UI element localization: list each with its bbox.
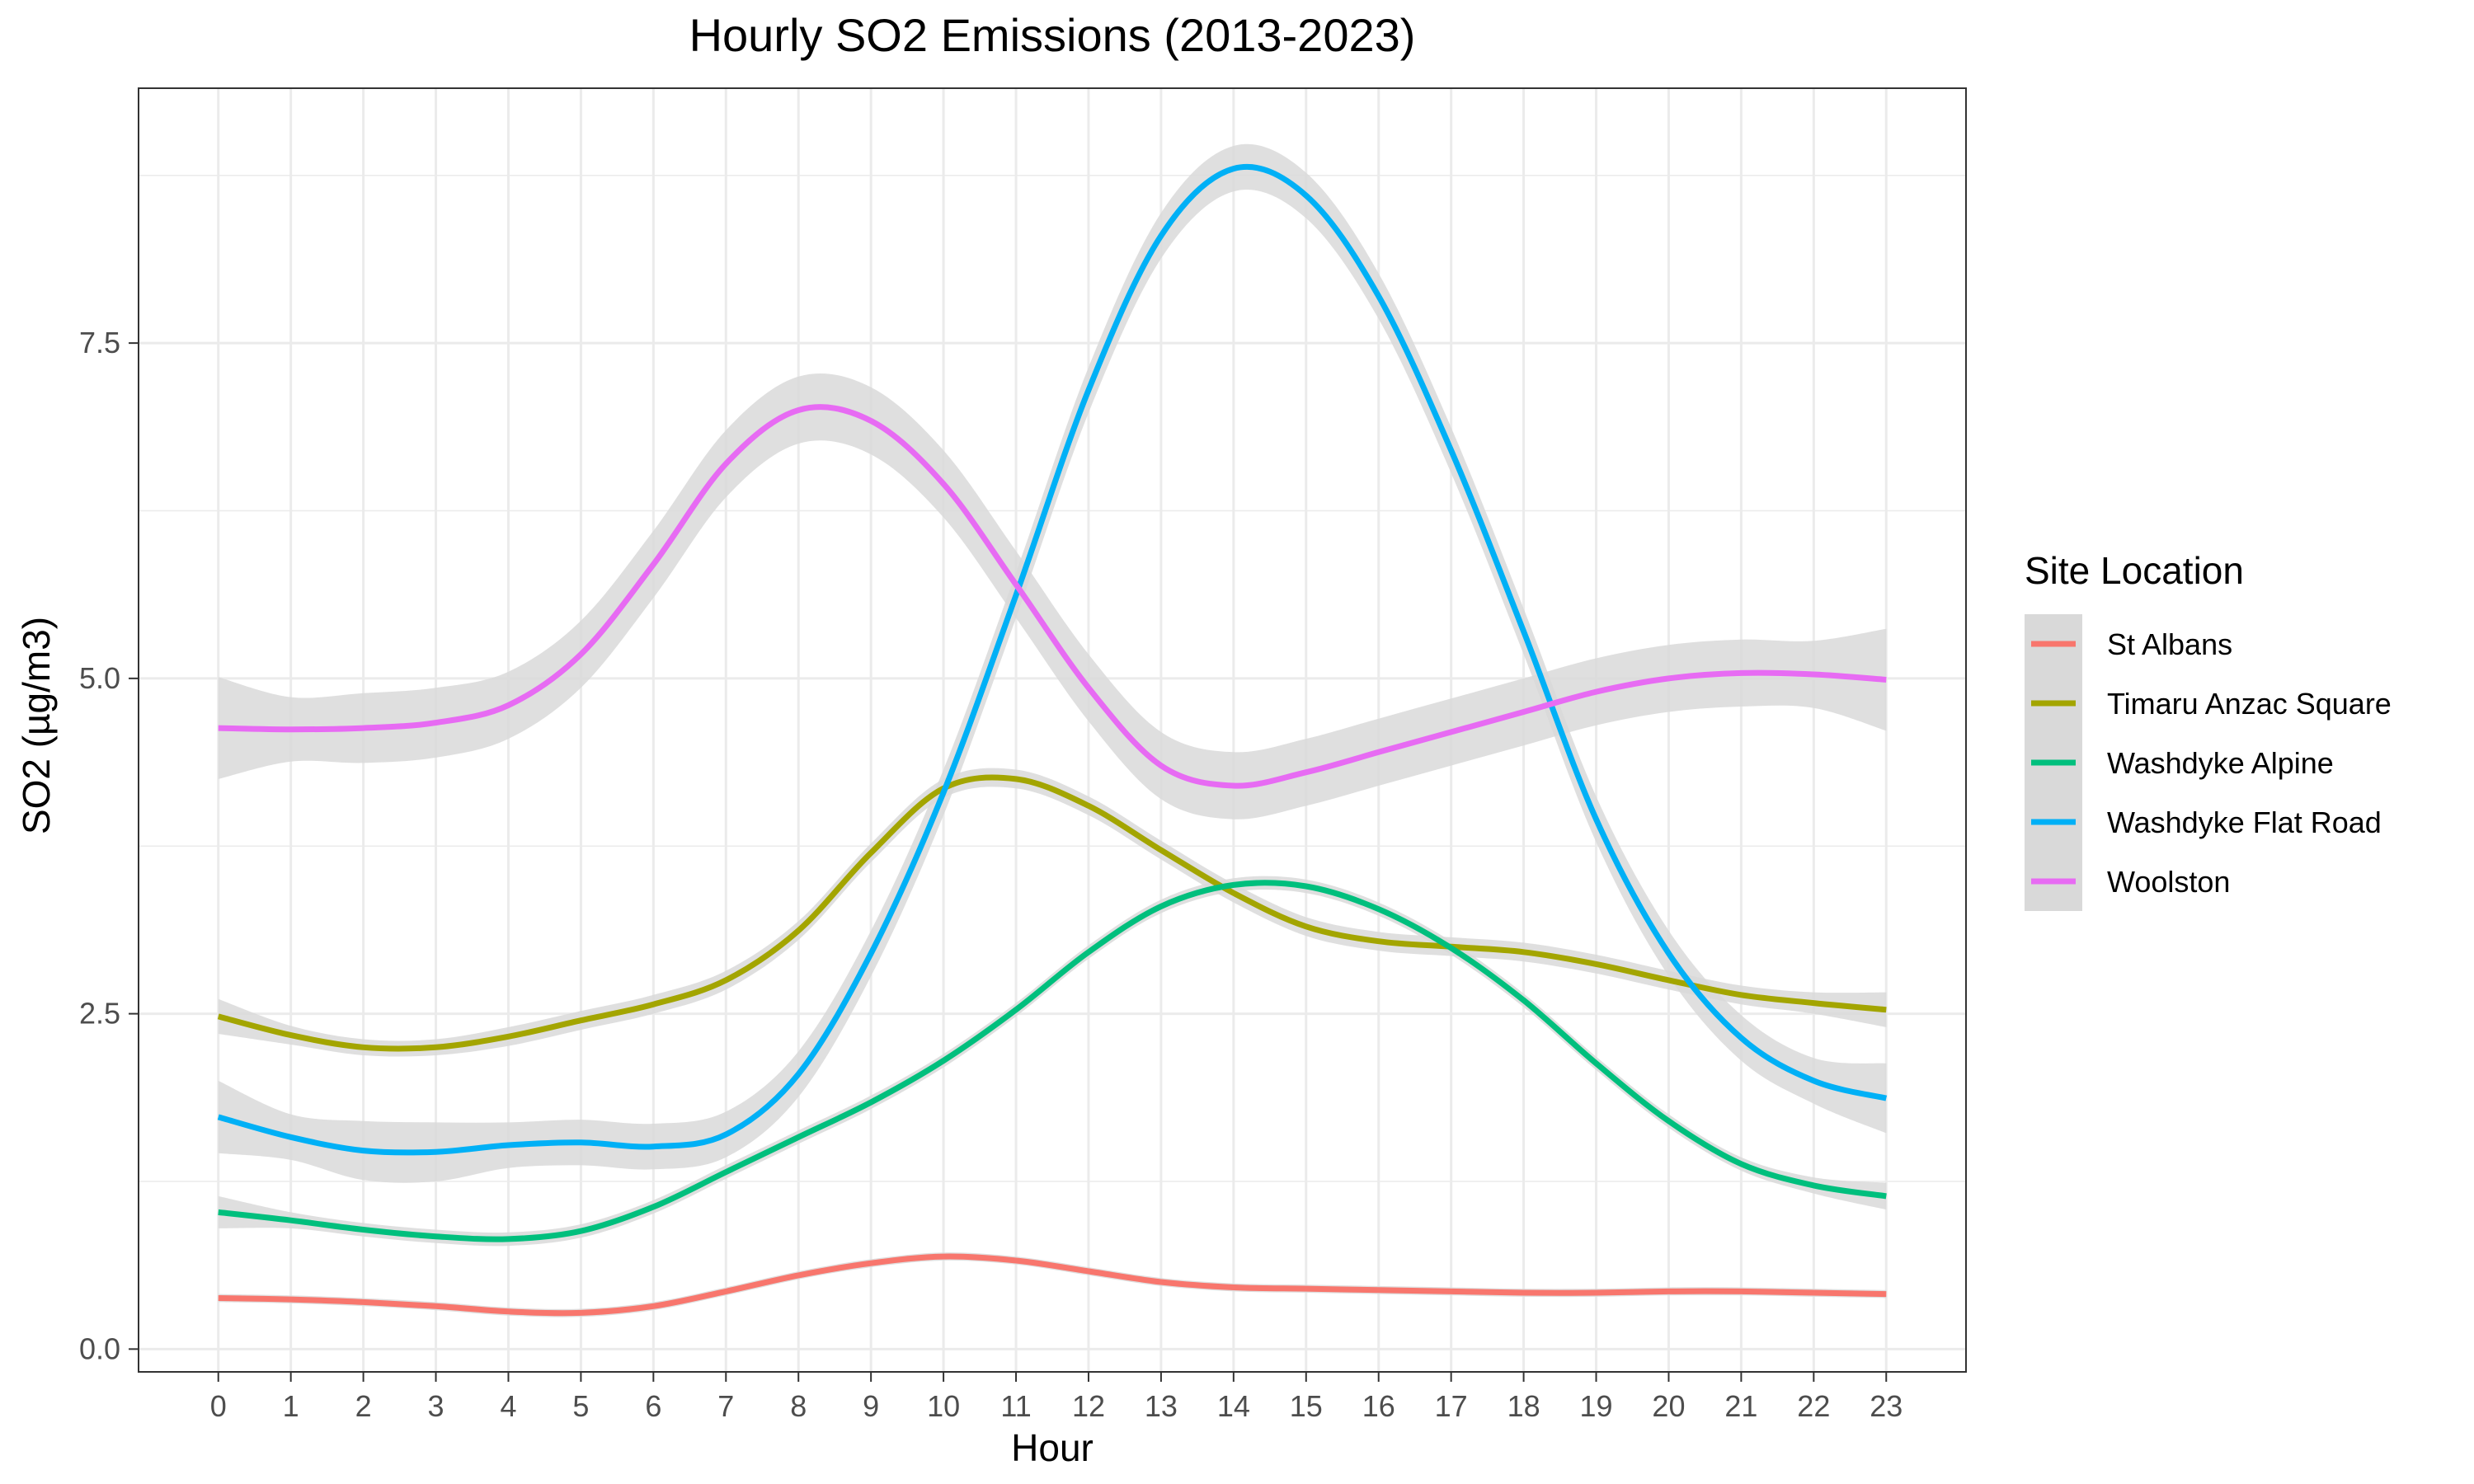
x-axis-title: Hour [1011, 1426, 1094, 1469]
legend-label: Washdyke Alpine [2107, 746, 2334, 780]
x-tick-label: 0 [210, 1389, 227, 1423]
legend-label: Woolston [2107, 865, 2230, 899]
legend: Site Location St Albans Timaru Anzac Squa… [2025, 549, 2392, 911]
legend-item: Woolston [2025, 852, 2230, 911]
y-axis-ticks: 0.0 2.5 5.0 7.5 [79, 326, 139, 1365]
plot-panel-border [138, 87, 1967, 1373]
y-tick-label: 5.0 [79, 661, 120, 695]
x-tick-label: 18 [1507, 1389, 1540, 1423]
x-tick-label: 23 [1870, 1389, 1903, 1423]
x-axis-ticks: 0 1 2 3 4 5 6 7 8 9 10 11 12 13 14 15 16 17 18 19 20 21 22 23 [210, 1372, 1903, 1423]
x-tick-label: 11 [1000, 1389, 1031, 1423]
y-tick-label: 2.5 [79, 997, 120, 1031]
series-line-4 [218, 404, 1887, 789]
x-tick-label: 3 [428, 1389, 444, 1423]
x-tick-label: 12 [1072, 1389, 1105, 1423]
legend-label: St Albans [2107, 627, 2232, 661]
series-line-1 [217, 774, 1887, 1052]
legend-label: Washdyke Flat Road [2107, 805, 2382, 839]
legend-item: Timaru Anzac Square [2025, 674, 2392, 733]
legend-title: Site Location [2025, 549, 2244, 592]
x-tick-label: 6 [645, 1389, 661, 1423]
x-tick-label: 15 [1290, 1389, 1323, 1423]
y-axis-title: SO2 (µg/m3) [15, 617, 58, 834]
x-tick-label: 13 [1145, 1389, 1178, 1423]
x-tick-label: 9 [863, 1389, 879, 1423]
series-line-0 [218, 1253, 1887, 1317]
x-tick-label: 1 [283, 1389, 299, 1423]
x-tick-label: 4 [500, 1389, 516, 1423]
series-line-3 [217, 163, 1888, 1156]
x-tick-label: 2 [355, 1389, 372, 1423]
legend-item: Washdyke Alpine [2025, 733, 2334, 792]
series-lines [217, 163, 1888, 1317]
x-tick-label: 5 [572, 1389, 589, 1423]
y-tick-label: 0.0 [79, 1331, 120, 1365]
x-tick-label: 10 [927, 1389, 960, 1423]
x-tick-label: 19 [1580, 1389, 1613, 1423]
y-tick-label: 7.5 [79, 326, 120, 359]
x-tick-label: 7 [717, 1389, 734, 1423]
x-tick-label: 8 [790, 1389, 807, 1423]
x-tick-label: 22 [1797, 1389, 1830, 1423]
x-tick-label: 14 [1217, 1389, 1250, 1423]
legend-label: Timaru Anzac Square [2107, 687, 2392, 721]
legend-items: St Albans Timaru Anzac Square Washdyke Alp… [2025, 614, 2392, 911]
confidence-band-4 [218, 373, 1887, 819]
legend-item: Washdyke Flat Road [2025, 792, 2382, 852]
series-line-2 [218, 880, 1887, 1242]
x-tick-label: 21 [1724, 1389, 1757, 1423]
chart-title: Hourly SO2 Emissions (2013-2023) [689, 9, 1416, 61]
x-tick-label: 20 [1652, 1389, 1685, 1423]
x-tick-label: 17 [1435, 1389, 1468, 1423]
legend-item: St Albans [2025, 614, 2232, 674]
x-tick-label: 16 [1362, 1389, 1395, 1423]
